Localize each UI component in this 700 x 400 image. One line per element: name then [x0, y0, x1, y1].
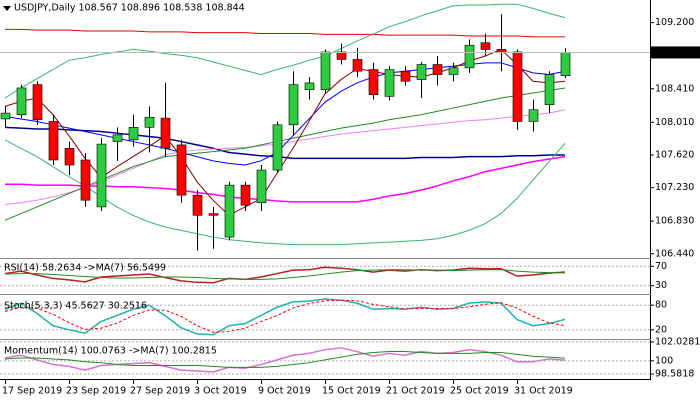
bear-candle — [160, 117, 171, 149]
y-tick-label: 108.410 — [655, 83, 694, 94]
x-tick-label: 21 Oct 2019 — [386, 386, 445, 397]
bull-candle — [0, 112, 11, 120]
overlay-line — [5, 28, 565, 38]
y-tick-label: 100 — [655, 355, 673, 366]
bull-candle — [144, 116, 155, 128]
bear-candle — [400, 70, 411, 82]
x-tick-label: 23 Sep 2019 — [66, 386, 126, 397]
indicator-title: RSI(14) 58.2634 ->MA(7) 56.5499 — [4, 263, 166, 274]
bull-candle — [112, 134, 123, 142]
bull-candle — [224, 184, 235, 238]
bull-candle — [256, 169, 267, 204]
y-tick-label: 107.230 — [655, 182, 694, 193]
indicator-line — [4, 298, 566, 336]
y-tick-label: 107.620 — [655, 149, 694, 160]
bull-candle — [320, 51, 331, 90]
bull-candle — [272, 124, 283, 171]
bear-candle — [192, 194, 203, 216]
x-tick-label: 3 Oct 2019 — [194, 386, 247, 397]
y-tick-label: 102.0281 — [655, 337, 700, 348]
bear-candle — [352, 59, 363, 72]
bear-candle — [240, 184, 251, 206]
indicator-line — [4, 269, 566, 280]
bear-candle — [64, 147, 75, 166]
bull-candle — [560, 52, 571, 76]
bear-candle — [48, 121, 59, 161]
bull-candle — [464, 44, 475, 69]
bull-candle — [544, 74, 555, 106]
y-tick-label: 109.200 — [655, 17, 694, 28]
overlay-line — [4, 3, 566, 99]
bull-candle — [384, 69, 395, 97]
x-tick-label: 17 Sep 2019 — [2, 386, 62, 397]
x-tick-label: 31 Oct 2019 — [514, 386, 573, 397]
indicator-title: Momentum(14) 100.0763 ->MA(7) 100.2815 — [4, 346, 217, 357]
y-tick-label: 106.830 — [655, 216, 694, 227]
indicator-line — [4, 347, 566, 373]
y-tick-label: 98.5818 — [655, 369, 694, 380]
bull-candle — [448, 67, 459, 75]
overlay-line — [4, 126, 565, 160]
y-tick-label: 106.440 — [655, 248, 694, 259]
x-tick-label: 25 Oct 2019 — [450, 386, 509, 397]
bull-candle — [288, 84, 299, 126]
y-tick-label: 30 — [655, 280, 667, 291]
bull-candle — [96, 143, 107, 208]
bear-candle — [32, 84, 43, 121]
bull-candle — [416, 64, 427, 80]
y-tick-label: 70 — [655, 261, 667, 272]
symbol-icon — [3, 6, 11, 11]
bear-candle — [208, 213, 219, 216]
chart-title: USDJPY,Daily 108.567 108.896 108.538 108… — [14, 3, 245, 14]
bear-candle — [480, 42, 491, 50]
bear-candle — [368, 69, 379, 95]
indicator-title: Stoch(5,3,3) 45.5627 30.2516 — [4, 301, 147, 312]
y-tick-label: 108.010 — [655, 117, 694, 128]
bull-candle — [128, 127, 139, 141]
bull-candle — [16, 87, 27, 116]
x-tick-label: 9 Oct 2019 — [258, 386, 311, 397]
bear-candle — [432, 64, 443, 75]
y-tick-label: 80 — [655, 300, 667, 311]
bear-candle — [512, 51, 523, 122]
y-tick-label: 20 — [655, 324, 667, 335]
x-tick-label: 27 Sep 2019 — [130, 386, 190, 397]
x-tick-label: 15 Oct 2019 — [322, 386, 381, 397]
bull-candle — [528, 109, 539, 122]
indicator-line — [4, 299, 566, 333]
bear-candle — [176, 144, 187, 196]
last-price-label: 108.844 — [654, 47, 693, 58]
last-price-box — [651, 46, 700, 59]
bull-candle — [304, 82, 315, 90]
bear-candle — [336, 51, 347, 60]
indicator-line — [4, 351, 566, 368]
bear-candle — [80, 159, 91, 201]
